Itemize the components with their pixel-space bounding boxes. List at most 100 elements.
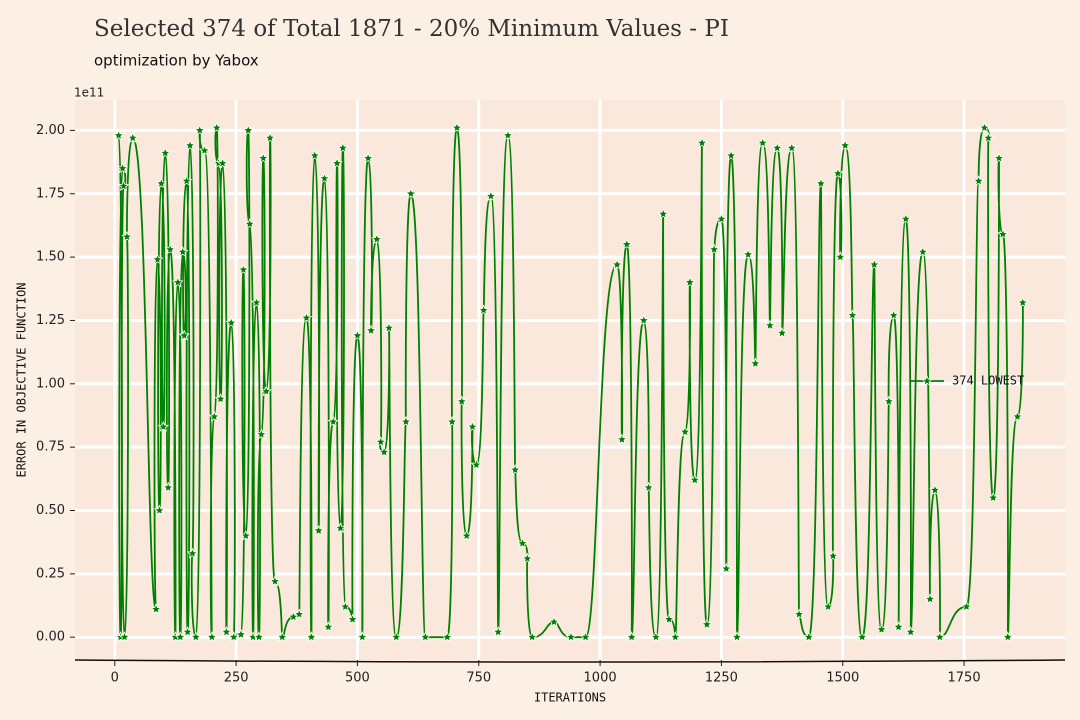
point xyxy=(117,180,130,192)
x-tick-label: 0 xyxy=(111,671,119,686)
point xyxy=(834,251,847,262)
point xyxy=(334,522,347,534)
point xyxy=(856,631,868,643)
point xyxy=(725,149,737,161)
point xyxy=(749,357,762,369)
y-tick-label: 0.75 xyxy=(36,440,65,455)
point xyxy=(987,491,999,503)
point xyxy=(198,144,211,156)
point xyxy=(731,631,743,643)
point xyxy=(960,600,973,612)
point xyxy=(253,631,265,643)
point xyxy=(293,608,306,620)
y-axis-label: ERROR IN OBJECTIVE FUNCTION xyxy=(15,282,29,477)
point xyxy=(669,631,682,643)
point xyxy=(331,157,343,169)
point xyxy=(177,245,189,257)
point xyxy=(121,230,133,242)
point xyxy=(339,600,352,612)
x-tick-label: 250 xyxy=(224,671,249,686)
point xyxy=(978,121,991,133)
y-tick-label: 2.00 xyxy=(36,123,65,138)
point xyxy=(466,420,479,432)
point xyxy=(346,613,359,625)
point xyxy=(159,147,171,159)
point xyxy=(151,253,164,265)
y-tick-label: 1.50 xyxy=(36,250,65,265)
point xyxy=(255,428,268,440)
point xyxy=(1017,296,1029,308)
point xyxy=(997,228,1009,240)
point xyxy=(1002,631,1014,643)
point xyxy=(451,121,463,133)
point xyxy=(214,392,227,404)
point xyxy=(260,385,273,397)
x-tick-label: 750 xyxy=(466,671,491,686)
point xyxy=(742,248,754,260)
point xyxy=(625,631,638,643)
point xyxy=(112,129,125,141)
point xyxy=(362,152,374,164)
point xyxy=(900,213,912,224)
point xyxy=(150,603,162,615)
point xyxy=(375,436,387,447)
point xyxy=(419,631,432,643)
point xyxy=(485,190,497,202)
point xyxy=(982,131,995,143)
point xyxy=(972,175,985,186)
point xyxy=(164,243,176,255)
y-tick-label: 0.00 xyxy=(36,630,65,645)
y-tick-label: 1.25 xyxy=(36,313,65,328)
point xyxy=(237,263,250,275)
point xyxy=(155,177,168,189)
point xyxy=(579,631,592,643)
point xyxy=(701,618,713,630)
point xyxy=(181,626,194,638)
point xyxy=(638,314,650,326)
point xyxy=(642,481,655,493)
x-tick-label: 1250 xyxy=(705,671,738,686)
point xyxy=(924,593,936,605)
point xyxy=(356,631,368,643)
point xyxy=(509,463,521,475)
point xyxy=(868,258,880,270)
point xyxy=(235,628,247,640)
point xyxy=(180,175,193,186)
point xyxy=(127,131,139,143)
point xyxy=(322,621,335,632)
point xyxy=(309,149,321,161)
point xyxy=(118,631,131,643)
legend-marker xyxy=(921,374,933,386)
point xyxy=(337,142,349,154)
point xyxy=(244,218,256,230)
point xyxy=(803,631,815,643)
point xyxy=(305,631,318,643)
point xyxy=(172,276,184,288)
point xyxy=(365,324,377,336)
point xyxy=(815,177,827,189)
point xyxy=(383,322,395,333)
point xyxy=(186,547,199,559)
x-axis xyxy=(74,659,1066,663)
point xyxy=(492,626,504,638)
point xyxy=(720,562,732,574)
point xyxy=(892,621,905,632)
y-tick-label: 0.25 xyxy=(36,566,65,581)
y-tick-label: 1.00 xyxy=(36,376,65,391)
point xyxy=(257,152,269,164)
point xyxy=(351,329,364,341)
x-axis-label: ITERATIONS xyxy=(534,691,606,705)
chart-subtitle: optimization by Yabox xyxy=(94,52,259,70)
point xyxy=(993,152,1005,164)
y-offset-label: 1e11 xyxy=(74,86,104,100)
point xyxy=(611,258,623,270)
x-tick-label: 1000 xyxy=(584,671,617,686)
point xyxy=(264,131,276,143)
point xyxy=(1011,410,1024,422)
point xyxy=(116,162,129,174)
point xyxy=(776,327,788,339)
y-tick-label: 0.50 xyxy=(36,503,65,518)
point xyxy=(390,631,402,643)
point xyxy=(708,243,720,255)
